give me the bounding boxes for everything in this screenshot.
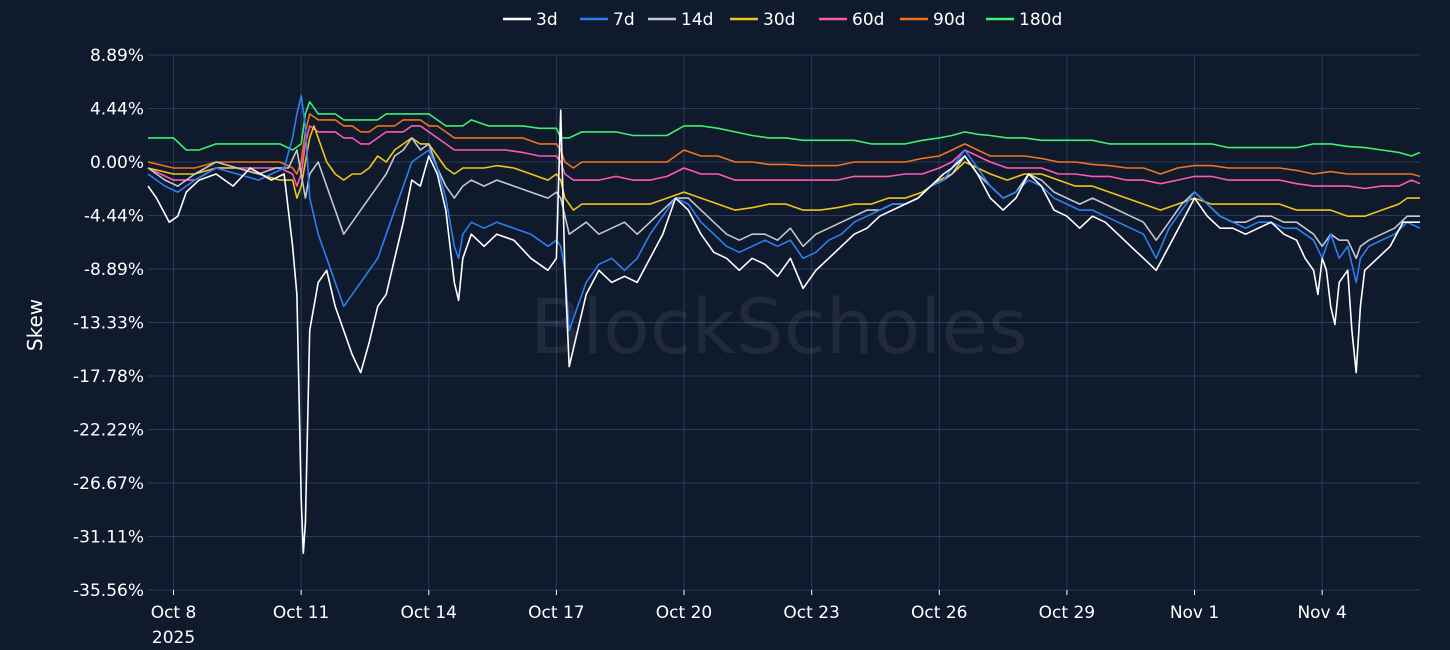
series-line-7d [147,95,1421,332]
legend-label: 3d [536,10,558,30]
legend-item-60d[interactable]: 60d [819,10,884,30]
y-tick-label: 8.89% [90,46,144,66]
series-line-60d [147,125,1421,190]
x-tick-label: Oct 8 [151,603,197,623]
x-tick-label: Nov 1 [1170,603,1219,623]
x-tick-label: Oct 20 [656,603,712,623]
y-tick-label: 4.44% [90,100,144,120]
legend-label: 7d [613,10,635,30]
series-line-180d [148,101,1421,157]
series-line-14d [147,137,1420,260]
x-tick-label: Oct 26 [911,603,967,623]
grid [148,54,1420,591]
x-tick-label: Oct 17 [528,603,584,623]
legend-item-7d[interactable]: 7d [580,10,635,30]
y-tick-label: -13.33% [73,313,144,333]
legend-item-3d[interactable]: 3d [503,10,558,30]
x-tick-label: Oct 23 [783,603,839,623]
series-line-30d [147,125,1420,217]
y-axis-title: Skew [23,299,47,351]
y-tick-label: -26.67% [73,474,144,494]
y-tick-label: -4.44% [84,206,144,226]
legend-item-30d[interactable]: 30d [730,10,795,30]
legend-item-90d[interactable]: 90d [900,10,965,30]
watermark-logo: BlockScholes [530,282,1028,371]
x-tick-label: Oct 14 [401,603,457,623]
y-tick-label: -31.11% [73,527,144,547]
y-tick-label: -8.89% [84,260,144,280]
series-line-90d [147,113,1421,178]
legend-item-14d[interactable]: 14d [648,10,713,30]
legend-label: 180d [1019,10,1062,30]
legend-label: 60d [852,10,884,30]
legend-label: 30d [763,10,795,30]
x-axis-ticks: Oct 8 2025 Oct 11 Oct 14 Oct 17 Oct 20 Oct 23 O… [151,590,1347,648]
series-line-3d [147,109,1420,554]
legend-item-180d[interactable]: 180d [986,10,1062,30]
legend-label: 14d [681,10,713,30]
legend[interactable]: 3d 7d 14d 30d 60d 90d 180d [503,10,1062,30]
x-tick-label: Oct 11 [273,603,329,623]
y-axis-ticks: 8.89% 4.44% 0.00% -4.44% -8.89% -13.33% -17.78… [73,46,144,601]
y-tick-label: 0.00% [90,153,144,173]
y-tick-label: -22.22% [73,420,144,440]
x-tick-label: Nov 4 [1297,603,1346,623]
legend-label: 90d [933,10,965,30]
y-tick-label: -17.78% [73,367,144,387]
series-layer [147,95,1421,554]
x-tick-year-label: 2025 [152,628,195,648]
x-tick-label: Oct 29 [1039,603,1095,623]
y-tick-label: -35.56% [73,581,144,601]
